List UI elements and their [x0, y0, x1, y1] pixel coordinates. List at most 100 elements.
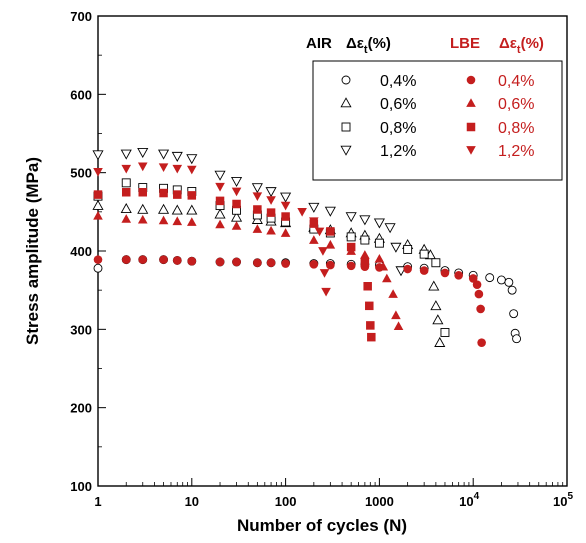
x-tick-label: 1 [94, 494, 101, 509]
data-point [390, 242, 402, 253]
data-point [187, 256, 197, 266]
data-point [187, 217, 197, 226]
y-tick-label: 500 [70, 166, 92, 181]
data-point [359, 215, 371, 226]
data-point [93, 210, 103, 220]
data-point [137, 214, 148, 224]
data-point [432, 314, 444, 325]
legend-label-lbe: 0,8% [498, 120, 534, 137]
legend-air-delta: Δεt(%) [346, 35, 391, 56]
data-point [214, 208, 226, 219]
data-point [93, 168, 103, 177]
data-point [374, 254, 385, 263]
data-point [363, 282, 372, 291]
data-point [158, 215, 169, 225]
y-tick-label: 400 [70, 244, 92, 259]
data-point [440, 268, 450, 278]
data-point [230, 176, 243, 188]
data-point [186, 154, 198, 165]
data-point [187, 165, 197, 175]
data-point [120, 149, 132, 160]
data-point [266, 225, 276, 235]
legend-marker-lbe [466, 146, 476, 155]
x-tick-label: 104 [459, 491, 479, 509]
data-point [440, 328, 450, 337]
data-point [172, 216, 183, 226]
legend: AIR Δεt(%) LBE Δεt(%) 0,4% 0,4%0,6% 0,6%0,… [306, 35, 563, 181]
y-tick-label: 100 [70, 479, 92, 494]
data-point [214, 170, 226, 181]
data-point [253, 205, 262, 214]
data-point [360, 258, 370, 267]
data-point [393, 321, 404, 331]
data-point [318, 247, 328, 256]
data-point [137, 162, 148, 172]
data-point [430, 300, 442, 311]
legend-marker-lbe [466, 75, 476, 85]
data-point [431, 258, 441, 268]
data-point [231, 187, 242, 197]
data-point [326, 227, 335, 236]
data-point [137, 203, 149, 214]
x-tick-label: 100 [275, 494, 297, 509]
data-point [360, 235, 370, 245]
x-tick-label: 105 [553, 491, 573, 509]
data-point [454, 270, 463, 280]
data-point [215, 219, 225, 229]
data-point [321, 287, 331, 297]
data-point [92, 199, 104, 210]
data-point [138, 255, 148, 264]
data-point [93, 263, 103, 273]
legend-label-lbe: 0,4% [498, 73, 534, 90]
data-point [309, 260, 319, 269]
data-point [367, 332, 376, 342]
legend-label-air: 0,8% [380, 120, 416, 137]
data-point [428, 280, 440, 291]
legend-marker-air [341, 122, 351, 132]
data-point [232, 199, 241, 209]
data-point [158, 163, 169, 172]
data-point [308, 202, 320, 213]
legend-air-title: AIR [306, 35, 332, 52]
y-tick-label: 300 [70, 322, 92, 337]
legend-label-air: 0,6% [380, 96, 416, 113]
legend-label-lbe: 0,6% [498, 96, 534, 113]
data-point [504, 277, 514, 287]
legend-marker-lbe [466, 98, 476, 107]
data-point [346, 242, 356, 252]
data-point [509, 309, 519, 319]
data-point [121, 255, 131, 264]
data-point [374, 238, 384, 248]
data-point [391, 310, 401, 320]
data-point [325, 239, 336, 249]
data-point [472, 280, 482, 289]
data-point [403, 244, 413, 254]
data-point [215, 257, 225, 267]
data-point [346, 261, 356, 271]
data-point [172, 164, 183, 174]
data-point [314, 227, 325, 237]
data-point [281, 212, 290, 221]
data-point [384, 223, 396, 234]
data-point [120, 202, 132, 213]
data-point [419, 249, 429, 259]
y-tick-label: 600 [70, 87, 92, 102]
data-point [388, 289, 398, 298]
legend-lbe-delta: Δεt(%) [499, 35, 544, 56]
data-point [215, 182, 225, 192]
data-point [252, 224, 263, 233]
data-point [93, 255, 103, 264]
data-point [280, 228, 291, 237]
data-point [173, 190, 182, 199]
data-point [92, 150, 104, 161]
data-point [477, 338, 486, 347]
y-tick-label: 700 [70, 9, 92, 24]
legend-label-air: 0,4% [380, 73, 416, 90]
x-axis-label: Number of cycles (N) [237, 516, 407, 535]
data-point [159, 255, 168, 264]
data-point [346, 232, 356, 242]
data-point [251, 183, 263, 194]
data-point [138, 188, 148, 197]
data-point [366, 321, 375, 330]
data-point [319, 269, 330, 278]
